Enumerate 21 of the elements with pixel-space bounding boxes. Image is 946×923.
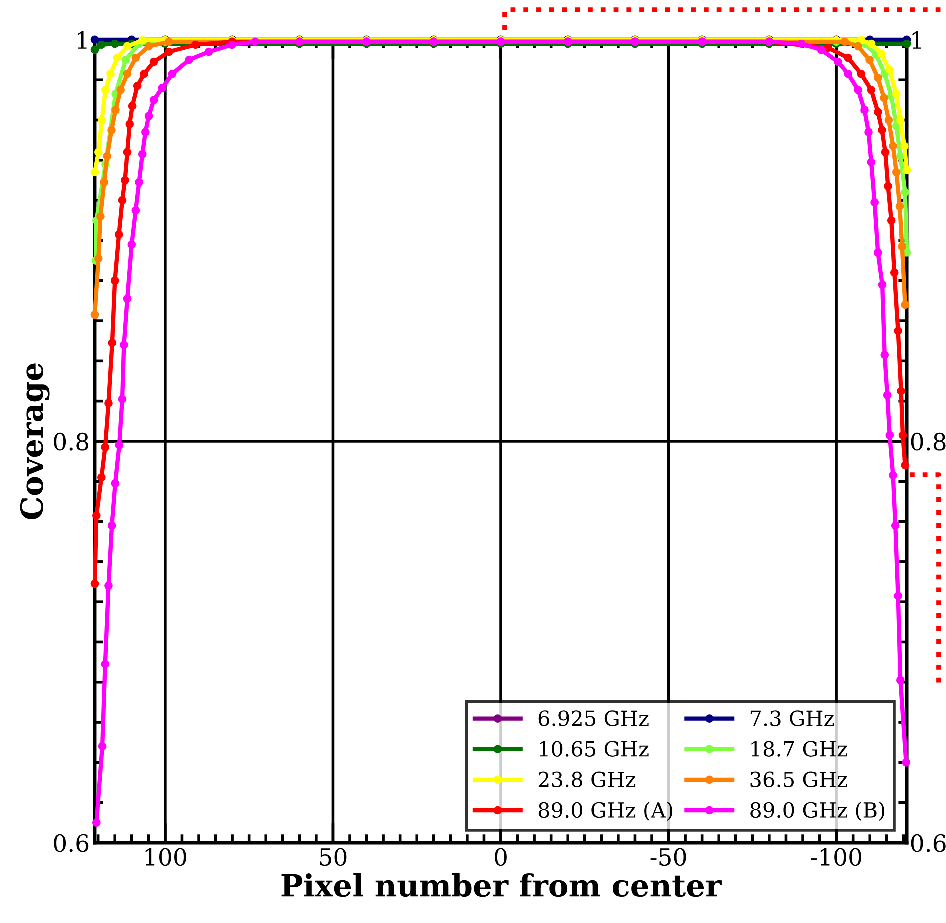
legend-label: 36.5 GHz [750,772,848,788]
x-tick-label: -100 [811,848,862,866]
x-tick-label: 0 [495,848,507,866]
x-axis-title: Pixel number from center [282,873,722,898]
legend-label: 23.8 GHz [538,772,636,788]
y-axis-title: Coverage [20,364,50,520]
legend-label: 6.925 GHz [538,710,649,726]
y-tick-label: 0.8 [54,432,89,451]
x-tick-label: -50 [650,848,686,866]
y-tick-label: 1 [78,31,87,49]
y2-tick-label: 0.6 [911,834,946,852]
legend-label: 10.65 GHz [540,741,649,757]
legend-label: 7.3 GHz [750,710,834,726]
x-tick-label: 100 [146,848,186,866]
y2-tick-label: 0.8 [911,432,946,451]
legend-label: 89.0 GHz (A) [538,802,673,822]
y2-tick-label: 1 [912,31,922,49]
legend-label: 18.7 GHz [752,741,848,757]
legend-label: 89.0 GHz (B) [750,802,885,822]
x-tick-label: 50 [320,848,347,866]
y-tick-label: 0.6 [54,834,89,852]
